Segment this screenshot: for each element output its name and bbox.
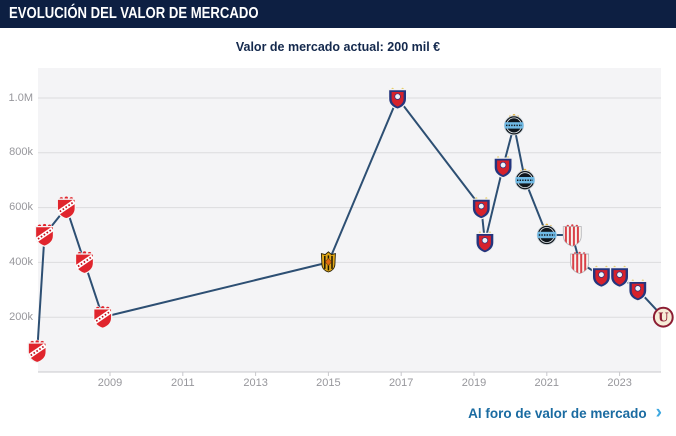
x-tick-label: 2023: [607, 377, 632, 389]
svg-text:U: U: [658, 310, 669, 324]
x-tick-label: 2021: [534, 377, 560, 389]
crest-marker-cerro-porteno-icon[interactable]: [609, 265, 630, 288]
x-tick-label: 2011: [170, 377, 195, 389]
y-tick-label: 1.0M: [8, 91, 33, 104]
crest-marker-independiente-icon[interactable]: [27, 339, 47, 364]
gridlines: [38, 97, 661, 318]
crest-marker-cerro-porteno-icon[interactable]: [475, 231, 495, 254]
x-tick-label: 2009: [97, 377, 123, 389]
x-axis: [38, 371, 661, 376]
crest-marker-gold-eagle-icon[interactable]: [320, 251, 336, 273]
crest-marker-red-white-striped-icon[interactable]: [562, 224, 582, 247]
current-value-text: Valor de mercado actual: 200 mil €: [235, 40, 441, 54]
crest-marker-cerro-porteno-icon[interactable]: [388, 87, 408, 110]
crest-marker-cerro-porteno-icon[interactable]: [628, 279, 648, 302]
crest-marker-red-white-striped-icon[interactable]: [570, 251, 590, 275]
plot-background: [38, 68, 661, 372]
crest-marker-cerro-porteno-icon[interactable]: [471, 197, 491, 220]
x-tick-label: 2017: [388, 377, 414, 389]
crest-marker-independiente-icon[interactable]: [93, 305, 113, 330]
crest-marker-independiente-icon[interactable]: [56, 195, 76, 220]
value-line: [36, 97, 665, 353]
x-tick-label: 2015: [316, 377, 341, 389]
y-tick-label: 200k: [9, 310, 33, 323]
crest-marker-independiente-icon[interactable]: [74, 250, 95, 275]
crest-marker-gremio-icon[interactable]: [536, 223, 557, 246]
forum-link-label: Al foro de valor de mercado: [468, 406, 647, 421]
y-tick-label: 600k: [9, 201, 33, 214]
crest-marker-independiente-icon[interactable]: [34, 223, 55, 247]
crest-marker-cerro-porteno-icon[interactable]: [591, 265, 612, 288]
page-title: EVOLUCIÓN DEL VALOR DE MERCADO: [9, 5, 259, 22]
market-value-forum-link[interactable]: Al foro de valor de mercado ›: [468, 401, 662, 423]
chevron-right-icon: ›: [655, 401, 662, 423]
x-tick-label: 2019: [461, 377, 487, 389]
market-value-chart[interactable]: U: [0, 0, 676, 400]
crest-marker-cerro-porteno-icon[interactable]: [493, 156, 513, 179]
crest-marker-gremio-icon[interactable]: [503, 114, 525, 136]
header-bar: EVOLUCIÓN DEL VALOR DE MERCADO: [0, 0, 676, 28]
x-tick-label: 2013: [243, 377, 268, 389]
crest-marker-universitario-icon[interactable]: U: [652, 306, 674, 328]
value-line-series: [36, 97, 665, 353]
y-tick-label: 400k: [9, 255, 33, 268]
crest-marker-gremio-icon[interactable]: [514, 168, 536, 191]
crest-markers: U: [27, 87, 674, 364]
y-tick-label: 800k: [9, 146, 33, 159]
